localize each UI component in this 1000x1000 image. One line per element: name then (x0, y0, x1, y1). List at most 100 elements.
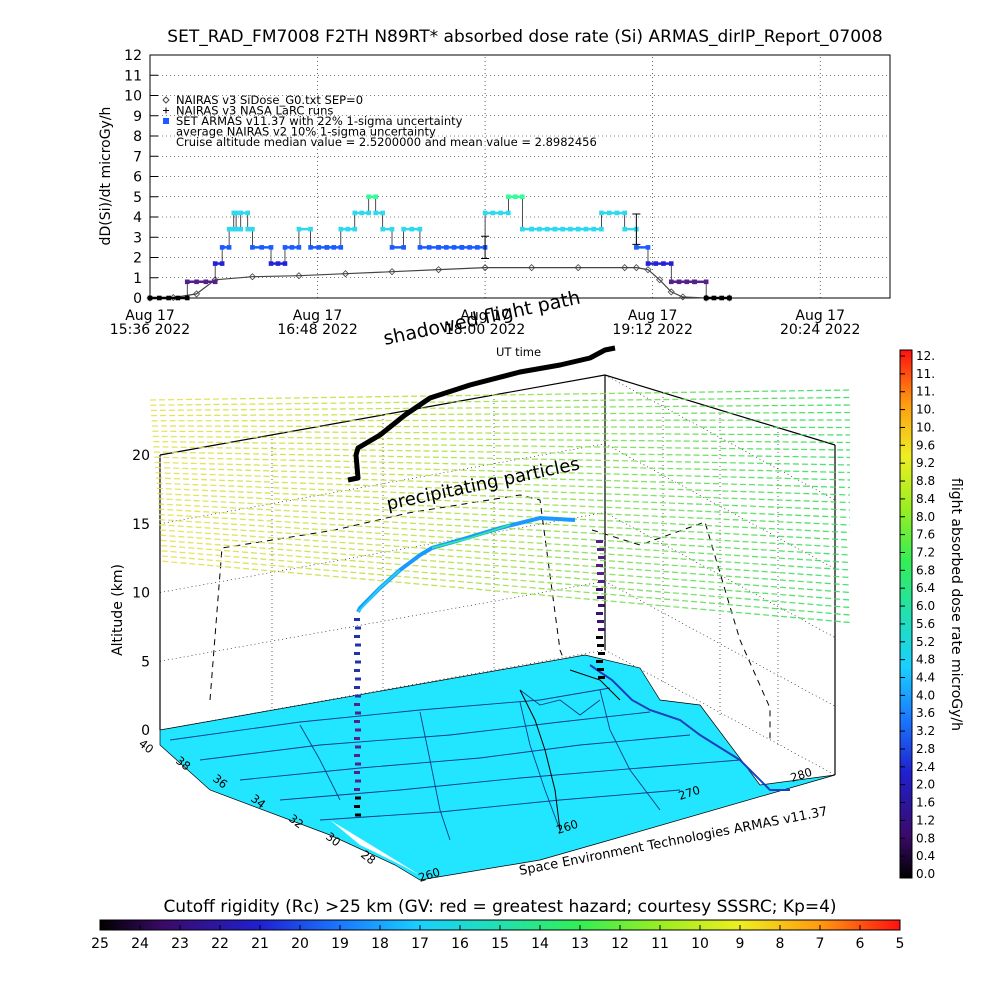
precip-line (155, 472, 851, 496)
nairas-point (574, 264, 582, 272)
colorbar-tick-label: 6.0 (916, 599, 935, 613)
colorbar-tick-label: 11. (916, 367, 935, 381)
colorbar-tick-label: 23 (171, 936, 189, 952)
colorbar-tick-label: 8.0 (916, 510, 935, 524)
descent-marker (597, 644, 604, 647)
precip-line (160, 534, 851, 586)
armas-point (259, 245, 264, 250)
armas-point (645, 245, 651, 250)
armas-point (238, 226, 244, 232)
armas-point (352, 226, 358, 232)
precip-line (161, 555, 851, 616)
armas-point (380, 226, 386, 232)
x-tick-label-date: Aug 17 (460, 308, 510, 324)
nairas-point (169, 294, 177, 302)
colorbar-tick-label: 6 (856, 936, 865, 952)
armas-point (308, 245, 313, 250)
ascent-marker (355, 745, 361, 749)
colorbar-tick-label: 0.0 (916, 867, 935, 881)
label-precipitating-particles: precipitating particles (385, 453, 582, 514)
colorbar-tick-label: 2.4 (916, 760, 935, 774)
nairas-point (388, 268, 396, 276)
armas-point (389, 245, 395, 250)
precip-line (155, 466, 851, 489)
ascent-descent-dose-markers (354, 540, 605, 817)
armas-point (634, 245, 639, 250)
x-tick-label-time: 20:24 2022 (780, 322, 860, 338)
box-grid-line (159, 443, 836, 570)
colorbar-tick-label: 25 (91, 936, 109, 952)
ascent-marker (355, 813, 361, 817)
x-tick-label-date: Aug 17 (125, 308, 175, 324)
descent-marker (596, 564, 603, 567)
armas-point (380, 210, 386, 216)
armas-point (316, 245, 322, 250)
armas-point (668, 261, 674, 266)
nairas-point (621, 264, 629, 272)
ascent-marker (354, 686, 360, 689)
armas-point (373, 194, 379, 200)
armas-point (513, 194, 518, 200)
error-bar (632, 213, 641, 245)
precip-line (152, 435, 851, 444)
armas-point (436, 245, 441, 250)
z-tick-label: 20 (132, 448, 150, 464)
colorbar-tick-label: 15 (491, 936, 509, 952)
x-tick-label-date: Aug 17 (795, 308, 845, 324)
armas-point (157, 295, 162, 301)
x-tick-label-time: 18:00 2022 (445, 322, 525, 338)
colorbar-tick-label: 4.0 (916, 688, 935, 702)
precip-line (156, 482, 851, 511)
colorbar-tick-label: 14 (531, 936, 549, 952)
precipitating-particle-sheet (149, 389, 851, 624)
armas-point (703, 295, 709, 301)
label-shadowed-flight-path: shadowed flight path (381, 287, 582, 350)
armas-point (482, 210, 488, 216)
shadowed-flight-path (347, 345, 616, 483)
lon-tick-260-front: 260 (417, 865, 442, 885)
colorbar-tick-label: 10 (691, 936, 709, 952)
precip-line (161, 550, 851, 609)
armas-point (226, 226, 232, 232)
armas-point (622, 210, 628, 216)
ascent-marker (355, 643, 361, 647)
data-series (146, 194, 733, 302)
armas-point (529, 226, 534, 232)
y-tick-label: 7 (133, 149, 142, 165)
armas-point (653, 261, 659, 266)
x-axis-label: UT time (496, 345, 541, 359)
precip-line (160, 539, 851, 594)
colorbar-tick-label: 9 (736, 936, 745, 952)
chart-title: SET_RAD_FM7008 F2TH N89RT* absorbed dose… (167, 27, 882, 47)
precip-line (158, 513, 851, 556)
armas-point (324, 245, 330, 250)
armas-point (359, 210, 365, 216)
colorbar-tick-label: 22 (211, 936, 229, 952)
y-tick-label: 11 (124, 68, 142, 84)
armas-point (212, 279, 218, 285)
nairas-point (295, 272, 303, 280)
descent-marker (598, 604, 605, 607)
colorbar-tick-label: 12 (611, 936, 629, 952)
precip-line (159, 518, 851, 564)
armas-point (194, 279, 199, 285)
ascent-marker (354, 635, 360, 638)
ascent-marker (355, 728, 361, 732)
armas-point (676, 279, 682, 285)
armas-point (417, 245, 423, 250)
precip-line (161, 544, 851, 601)
colorbar-tick-label: 20 (291, 936, 309, 952)
z-tick-label: 5 (141, 654, 150, 670)
colorbar-tick-label: 10. (916, 420, 935, 434)
armas-point (490, 210, 496, 216)
ascent-marker (355, 711, 361, 715)
armas-point (231, 226, 237, 232)
armas-point (668, 279, 674, 285)
colorbar-tick-label: 4.4 (916, 671, 935, 685)
descent-marker (596, 588, 603, 591)
colorbar-tick-label: 11. (916, 385, 935, 399)
y-tick-label: 8 (133, 129, 142, 145)
z-tick-labels: 0 5 10 15 20 (132, 448, 150, 739)
precip-line (157, 503, 851, 541)
